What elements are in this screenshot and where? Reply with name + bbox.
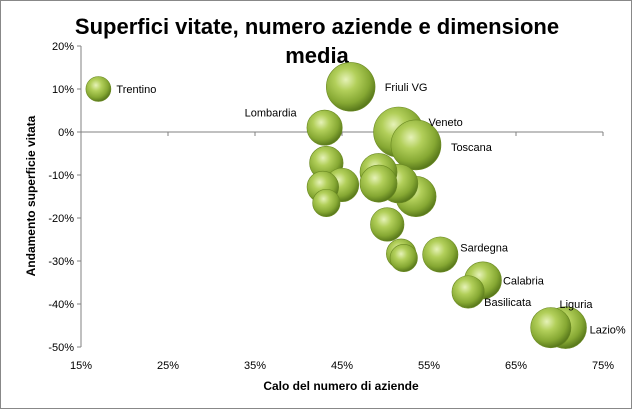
chart-title-line-2: media xyxy=(285,43,349,68)
y-tick-label: -10% xyxy=(48,170,74,182)
x-tick-label: 15% xyxy=(70,360,92,372)
bubble xyxy=(370,207,405,242)
x-tick-label: 35% xyxy=(244,360,266,372)
y-tick-label: 20% xyxy=(52,41,74,53)
bubble-liguria xyxy=(530,307,572,349)
label-liguria: Liguria xyxy=(560,299,594,311)
label-basilicata: Basilicata xyxy=(484,297,532,309)
bubble-trentino xyxy=(85,76,112,102)
y-tick-label: -50% xyxy=(48,342,74,354)
y-tick-label: -30% xyxy=(48,256,74,268)
bubble xyxy=(312,188,341,217)
bubble-friuli-vg xyxy=(326,62,376,112)
x-tick-label: 65% xyxy=(505,360,527,372)
label-lombardia: Lombardia xyxy=(245,108,298,120)
bubbles xyxy=(85,62,587,349)
y-tick-label: -20% xyxy=(48,213,74,225)
label-lazio: Lazio% xyxy=(590,325,626,337)
bubble xyxy=(389,243,418,272)
bubble-toscana xyxy=(390,119,442,171)
bubble-lombardia xyxy=(306,109,343,146)
axes: 20% 10% 0% -10% -20% -30% -40% -50% 15% 25% 35% 45%… xyxy=(48,41,614,372)
label-toscana: Toscana xyxy=(451,142,493,154)
y-tick-label: -40% xyxy=(48,299,74,311)
label-calabria: Calabria xyxy=(503,275,545,287)
label-sardegna: Sardegna xyxy=(460,243,509,255)
bubble xyxy=(359,164,398,203)
chart-title-line-1: Superfici vitate, numero aziende e dimen… xyxy=(75,14,559,39)
bubble-basilicata xyxy=(451,275,485,309)
x-tick-label: 55% xyxy=(418,360,440,372)
label-veneto: Veneto xyxy=(429,117,463,129)
x-tick-label: 75% xyxy=(592,360,614,372)
label-friuli-vg: Friuli VG xyxy=(385,82,428,94)
y-axis-title: Andamento superficie vitata xyxy=(24,115,38,276)
x-tick-label: 25% xyxy=(157,360,179,372)
data-labels: Trentino Friuli VG Lombardia Veneto Toscana S… xyxy=(116,82,625,337)
y-tick-label: 10% xyxy=(52,84,74,96)
x-axis-title: Calo del numero di aziende xyxy=(263,379,419,393)
bubble-sardegna xyxy=(422,236,459,273)
x-tick-label: 45% xyxy=(331,360,353,372)
label-trentino: Trentino xyxy=(116,84,156,96)
y-tick-label: 0% xyxy=(58,127,74,139)
